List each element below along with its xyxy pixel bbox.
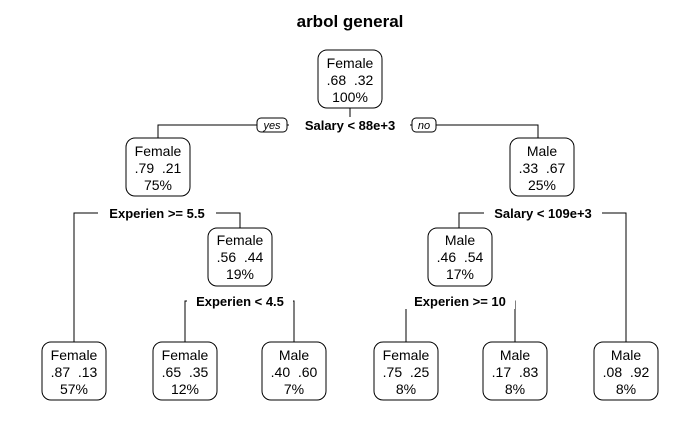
node-percent: 8% xyxy=(396,381,416,397)
node-percent: 25% xyxy=(528,177,556,193)
node-probs: .56 .44 xyxy=(217,249,264,265)
leaf-node: Male .17 .83 8% xyxy=(482,341,548,401)
node-percent: 57% xyxy=(60,381,88,397)
leaf-node: Female .75 .25 8% xyxy=(373,341,439,401)
node-class: Male xyxy=(611,347,642,363)
node-root: Female .68 .32 100% xyxy=(317,49,383,109)
node-probs: .87 .13 xyxy=(51,364,98,380)
node-class: Female xyxy=(162,347,209,363)
split-label-n6: Experien >= 10 xyxy=(414,294,506,309)
node-percent: 7% xyxy=(284,381,304,397)
split-label-n5: Experien < 4.5 xyxy=(196,294,284,309)
leaf-node: Female .87 .13 57% xyxy=(41,341,107,401)
node-percent: 8% xyxy=(505,381,525,397)
node-class: Female xyxy=(51,347,98,363)
node-probs: .33 .67 xyxy=(519,160,566,176)
node-probs: .68 .32 xyxy=(327,72,374,88)
node-class: Male xyxy=(527,143,558,159)
node-class: Female xyxy=(383,347,430,363)
node-probs: .75 .25 xyxy=(383,364,430,380)
leaf-node: Male .40 .60 7% xyxy=(261,341,327,401)
node-class: Male xyxy=(500,347,531,363)
node-class: Female xyxy=(217,232,264,248)
node-probs: .65 .35 xyxy=(162,364,209,380)
yes-label: yes xyxy=(262,120,281,132)
node-percent: 8% xyxy=(616,381,636,397)
node-class: Female xyxy=(135,143,182,159)
node-probs: .17 .83 xyxy=(492,364,539,380)
node-class: Female xyxy=(327,55,374,71)
node-probs: .79 .21 xyxy=(135,160,182,176)
no-badge xyxy=(411,117,437,133)
node-percent: 75% xyxy=(144,177,172,193)
node-class: Male xyxy=(279,347,310,363)
split-label-n2: Experien >= 5.5 xyxy=(109,206,204,221)
node-percent: 17% xyxy=(446,266,474,282)
leaf-node: Male .08 .92 8% xyxy=(593,341,659,401)
node-n6: Male .46 .54 17% xyxy=(427,227,493,287)
node-percent: 12% xyxy=(171,381,199,397)
no-label: no xyxy=(418,120,430,132)
node-probs: .40 .60 xyxy=(271,364,318,380)
split-label-n3: Salary < 109e+3 xyxy=(494,206,592,221)
node-probs: .08 .92 xyxy=(603,364,650,380)
yes-badge xyxy=(256,117,288,133)
node-n5: Female .56 .44 19% xyxy=(207,227,273,287)
node-percent: 19% xyxy=(226,266,254,282)
node-percent: 100% xyxy=(332,89,368,105)
node-n3: Male .33 .67 25% xyxy=(509,137,575,197)
node-probs: .46 .54 xyxy=(437,249,484,265)
split-label-root: Salary < 88e+3 xyxy=(305,118,395,133)
node-n2: Female .79 .21 75% xyxy=(125,137,191,197)
split-labels: Salary < 88e+3 yes no Experien >= 5.5 Sa… xyxy=(98,117,602,309)
node-class: Male xyxy=(445,232,476,248)
diagram-title: arbol general xyxy=(297,12,404,31)
leaf-node: Female .65 .35 12% xyxy=(152,341,218,401)
tree-nodes: Female .68 .32 100% Female .79 .21 75% M… xyxy=(41,49,659,401)
